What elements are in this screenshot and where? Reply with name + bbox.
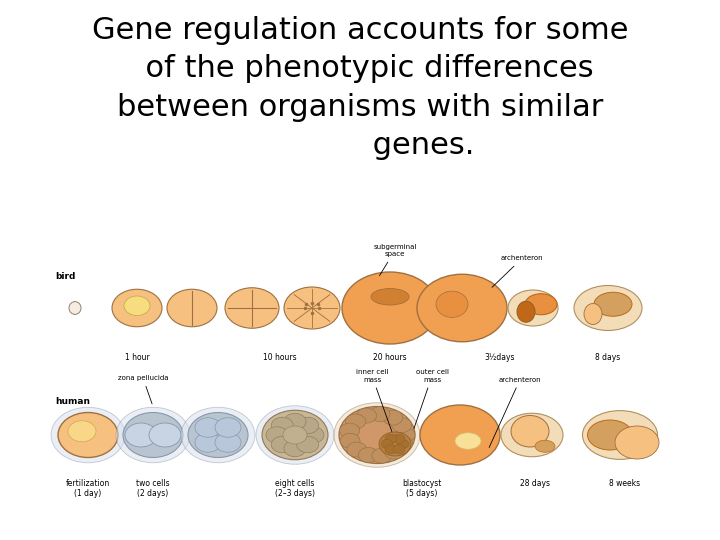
Ellipse shape [69,302,81,314]
Circle shape [356,408,377,423]
Ellipse shape [517,301,535,322]
Text: 28 days: 28 days [520,478,550,488]
Circle shape [125,423,157,447]
Circle shape [188,413,248,457]
Circle shape [58,413,118,457]
Circle shape [393,445,405,454]
Circle shape [149,423,181,447]
Circle shape [384,444,404,459]
Circle shape [339,407,415,463]
Text: bird: bird [55,272,76,281]
Circle shape [297,417,319,434]
Circle shape [271,417,293,434]
Circle shape [112,289,162,327]
Text: 10 hours: 10 hours [264,353,297,362]
Text: 3½days: 3½days [485,353,516,362]
Circle shape [370,407,390,422]
Circle shape [392,436,413,451]
Ellipse shape [594,292,632,316]
Circle shape [417,274,507,342]
Circle shape [397,440,409,449]
Ellipse shape [535,440,555,453]
Circle shape [347,442,367,457]
Ellipse shape [436,291,468,318]
Circle shape [271,436,293,453]
Text: archenteron: archenteron [489,376,541,448]
Circle shape [395,428,415,442]
Circle shape [372,448,392,463]
Circle shape [167,289,217,327]
Circle shape [385,445,397,454]
Text: subgerminal
space: subgerminal space [373,244,417,275]
Text: 20 hours: 20 hours [373,353,407,362]
Circle shape [256,406,334,464]
Circle shape [393,434,405,443]
Text: eight cells
(2–3 days): eight cells (2–3 days) [275,478,315,498]
Circle shape [340,433,360,448]
Circle shape [381,440,393,449]
Ellipse shape [574,286,642,330]
Text: 8 weeks: 8 weeks [609,478,641,488]
Circle shape [181,407,255,463]
Text: human: human [55,397,90,406]
Text: Gene regulation accounts for some
  of the phenotypic differences
between organi: Gene regulation accounts for some of the… [91,16,629,160]
Circle shape [420,405,500,465]
Circle shape [359,448,378,462]
Text: two cells
(2 days): two cells (2 days) [136,478,170,498]
Circle shape [342,272,438,344]
Circle shape [382,410,402,425]
Circle shape [195,418,221,437]
Text: fertilization
(1 day): fertilization (1 day) [66,478,110,498]
Circle shape [297,436,319,453]
Circle shape [392,417,412,433]
Circle shape [225,288,279,328]
Circle shape [346,414,366,429]
Circle shape [340,423,359,438]
Circle shape [124,296,150,315]
Ellipse shape [371,288,409,305]
Circle shape [334,403,420,467]
Ellipse shape [582,410,657,460]
Text: blastocyst
(5 days): blastocyst (5 days) [402,478,441,498]
Circle shape [615,426,659,459]
Circle shape [379,432,411,456]
Text: 8 days: 8 days [595,353,621,362]
Ellipse shape [525,294,557,315]
Ellipse shape [584,303,602,325]
Circle shape [284,440,306,457]
Circle shape [116,407,190,463]
Ellipse shape [508,290,558,326]
Text: archenteron: archenteron [492,255,544,287]
Circle shape [262,410,328,460]
Circle shape [266,427,288,443]
Circle shape [68,421,96,442]
Text: 1 hour: 1 hour [125,353,149,362]
Circle shape [215,433,241,453]
Circle shape [385,434,397,443]
Circle shape [51,407,125,463]
Circle shape [123,413,183,457]
Ellipse shape [511,415,549,447]
Text: inner cell
mass: inner cell mass [356,369,398,449]
Circle shape [284,287,340,329]
Ellipse shape [588,420,632,450]
Ellipse shape [455,433,481,449]
Circle shape [215,418,241,437]
Circle shape [302,427,324,443]
Circle shape [284,413,306,430]
Ellipse shape [501,413,563,457]
Circle shape [195,433,221,453]
Text: zona pellucida: zona pellucida [118,375,168,404]
Text: outer cell
mass: outer cell mass [414,369,449,429]
Circle shape [283,426,307,444]
